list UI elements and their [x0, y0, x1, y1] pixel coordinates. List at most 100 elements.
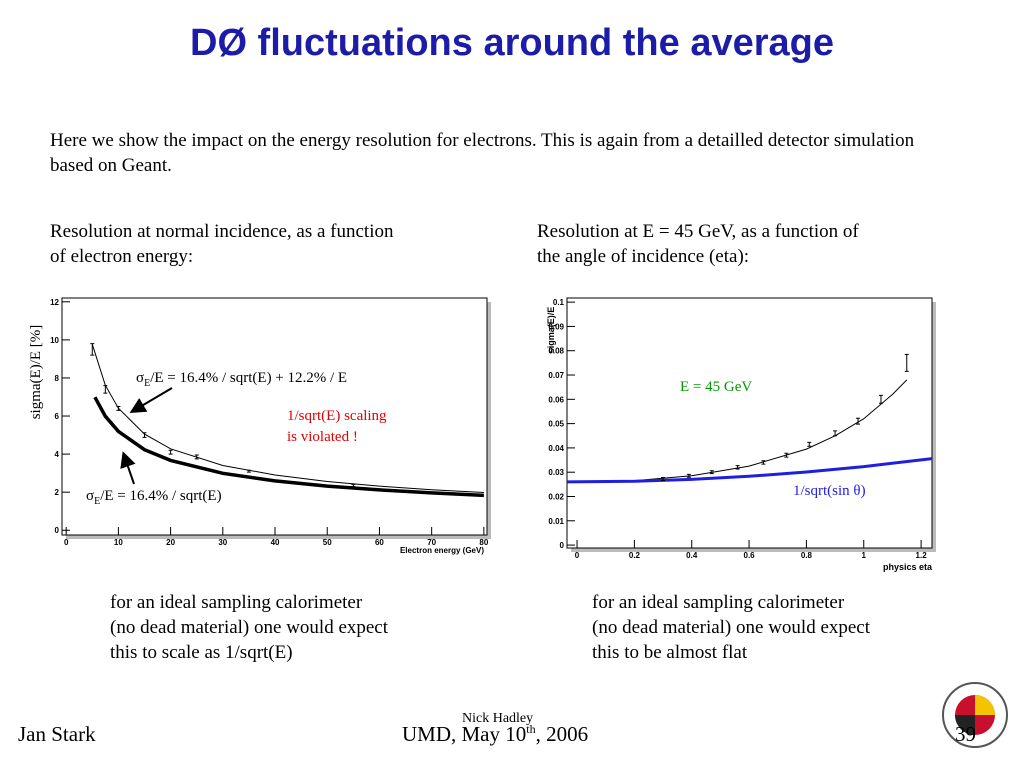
- note-line: 1/sqrt(E) scaling: [287, 408, 387, 424]
- error-bar: [784, 452, 789, 458]
- x-tick-label: 0: [64, 538, 69, 547]
- x-tick-label: 30: [218, 538, 227, 547]
- error-bar: [856, 417, 861, 425]
- error-bar: [686, 473, 691, 478]
- note-line: this to be almost flat: [592, 642, 748, 663]
- y-tick-label: 10: [50, 336, 59, 345]
- x-tick-label: 1.2: [916, 551, 928, 560]
- y-tick-label: 0: [55, 526, 60, 535]
- y-tick-label: 4: [55, 450, 60, 459]
- right-note: for an ideal sampling calorimeter (no de…: [592, 590, 870, 665]
- left-caption: Resolution at normal incidence, as a fun…: [50, 219, 393, 269]
- error-bar: [807, 441, 812, 447]
- frame: [566, 297, 933, 549]
- y-tick-label: 0.08: [548, 347, 564, 356]
- x-tick-label: 0.4: [686, 551, 698, 560]
- error-bar: [103, 385, 108, 394]
- x-tick-label: 80: [479, 538, 488, 547]
- y-tick-label: 0.05: [548, 420, 564, 429]
- footer-author: Jan Stark: [18, 722, 96, 746]
- formula: /E = 16.4% / sqrt(E): [100, 488, 221, 504]
- note-line: for an ideal sampling calorimeter: [110, 592, 363, 613]
- plot: 0 0.2 0.4 0.6 0.8 1 1.2 0 0.01 0.02 0.03 0.04 0.05 0.…: [548, 297, 936, 560]
- error-bar: [168, 449, 173, 455]
- footer-overlay: Nick Hadley: [462, 711, 533, 726]
- x-tick-label: 60: [375, 538, 384, 547]
- caption-line: Resolution at normal incidence, as a fun…: [50, 221, 394, 242]
- footer-date: UMD, May 10th, 2006: [402, 722, 588, 746]
- error-bar: [90, 343, 95, 356]
- x-tick-label: 70: [427, 538, 436, 547]
- y-axis-label: sigma(E)/E [%]: [28, 325, 44, 420]
- curve: [93, 396, 484, 498]
- right-caption: Resolution at E = 45 GeV, as a function …: [537, 219, 859, 269]
- error-bar: [735, 465, 740, 470]
- x-tick-label: 0.2: [629, 551, 641, 560]
- x-axis-label: physics eta: [883, 562, 933, 572]
- slide-title: DØ fluctuations around the average: [190, 22, 834, 64]
- y-tick-label: 0: [560, 541, 565, 550]
- plot: 0 10 20 30 40 50 60 70 80 0 2 4 6 8 10 12: [50, 297, 491, 547]
- energy-label: E = 45 GeV: [680, 379, 752, 395]
- error-bar: [246, 469, 251, 473]
- x-tick-label: 50: [323, 538, 332, 547]
- y-axis-label: sigma(E)/E: [546, 307, 556, 354]
- x-tick-label: 0.6: [744, 551, 756, 560]
- error-bar: [833, 430, 838, 437]
- sigma: σ: [86, 488, 94, 504]
- x-axis-label: Electron energy (GeV): [400, 546, 484, 555]
- arrow: [129, 387, 173, 414]
- y-tick-label: 0.09: [548, 322, 564, 331]
- caption-line: the angle of incidence (eta):: [537, 246, 750, 267]
- y-tick-label: 12: [50, 298, 59, 307]
- error-bar: [351, 483, 356, 488]
- left-note: for an ideal sampling calorimeter (no de…: [110, 590, 388, 665]
- curve-label: 1/sqrt(sin θ): [793, 483, 866, 499]
- note-line: (no dead material) one would expect: [592, 617, 871, 638]
- y-tick-label: 0.04: [548, 444, 564, 453]
- date-part: , 2006: [536, 722, 589, 746]
- error-bar: [709, 470, 714, 475]
- curve: [566, 457, 933, 484]
- curve: [576, 379, 908, 483]
- error-bar: [116, 406, 121, 411]
- y-tick-label: 2: [55, 488, 60, 497]
- formula: /E = 16.4% / sqrt(E) + 12.2% / E: [150, 370, 347, 386]
- y-tick-label: 0.03: [548, 468, 564, 477]
- y-tick-label: 8: [55, 374, 60, 383]
- fit-label: σE/E = 16.4% / sqrt(E) + 12.2% / E: [136, 370, 347, 389]
- curve: [91, 344, 484, 493]
- x-tick-label: 20: [166, 538, 175, 547]
- caption-line: of electron energy:: [50, 246, 194, 267]
- page-number: 39: [955, 722, 976, 746]
- note-line: for an ideal sampling calorimeter: [592, 592, 845, 613]
- scaling-label: σE/E = 16.4% / sqrt(E): [86, 488, 222, 507]
- note-line: this to scale as 1/sqrt(E): [110, 642, 293, 663]
- intro-text: Here we show the impact on the energy re…: [50, 130, 915, 176]
- x-tick-label: 1: [862, 551, 867, 560]
- y-tick-label: 0.01: [548, 517, 564, 526]
- error-bar: [142, 432, 147, 438]
- university-seal: [942, 682, 1008, 748]
- x-tick-label: 0.8: [801, 551, 813, 560]
- y-tick-label: 0.02: [548, 492, 564, 501]
- superscript: th: [526, 722, 535, 736]
- caption-line: Resolution at E = 45 GeV, as a function …: [537, 221, 859, 242]
- error-bar: [904, 353, 909, 372]
- note-line: (no dead material) one would expect: [110, 617, 389, 638]
- subscript: E: [94, 496, 100, 507]
- error-bar: [194, 454, 199, 460]
- y-tick-label: 0.1: [553, 298, 565, 307]
- error-bar: [661, 477, 666, 481]
- x-tick-label: 40: [271, 538, 280, 547]
- y-tick-label: 0.07: [548, 371, 564, 380]
- date-part: UMD, May 10: [402, 722, 526, 746]
- sigma: σ: [136, 370, 144, 386]
- y-tick-label: 0.06: [548, 395, 564, 404]
- note-line: is violated !: [287, 429, 358, 445]
- y-tick-label: 6: [55, 412, 60, 421]
- error-bar: [761, 460, 766, 465]
- frame: [61, 297, 488, 536]
